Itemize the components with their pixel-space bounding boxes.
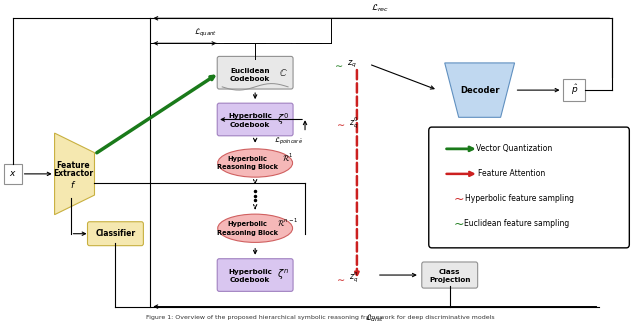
Text: $\mathcal{L}_{quant}$: $\mathcal{L}_{quant}$: [194, 27, 217, 39]
Text: $\zeta^n$: $\zeta^n$: [277, 268, 289, 282]
Bar: [563, 79, 586, 101]
Text: Codebook: Codebook: [230, 76, 270, 82]
Text: Decoder: Decoder: [460, 86, 499, 95]
Ellipse shape: [218, 214, 292, 243]
Text: $\mathcal{L}_{rec}$: $\mathcal{L}_{rec}$: [371, 3, 389, 14]
Text: Projection: Projection: [429, 277, 470, 284]
Text: $z_q^n$: $z_q^n$: [349, 271, 358, 285]
Text: $\mathcal{L}_{poincar\acute{e}}$: $\mathcal{L}_{poincar\acute{e}}$: [274, 136, 303, 147]
Text: Feature Attention: Feature Attention: [478, 170, 545, 178]
Text: ~: ~: [454, 217, 464, 230]
Polygon shape: [54, 133, 95, 215]
Text: Reasoning Block: Reasoning Block: [217, 230, 278, 236]
Text: Reasoning Block: Reasoning Block: [217, 164, 278, 170]
Text: Hyperbolic: Hyperbolic: [228, 113, 272, 119]
Text: Classifier: Classifier: [95, 229, 136, 238]
Text: Euclidean feature sampling: Euclidean feature sampling: [464, 219, 569, 229]
Text: Hyperbolic: Hyperbolic: [227, 221, 267, 227]
Text: $\mathbb{C}$: $\mathbb{C}$: [278, 67, 287, 78]
Text: $\sim$: $\sim$: [335, 273, 346, 283]
Text: Hyperbolic feature sampling: Hyperbolic feature sampling: [465, 194, 574, 203]
Text: $\mathcal{R}^1$: $\mathcal{R}^1$: [282, 151, 293, 164]
Text: Vector Quantization: Vector Quantization: [476, 144, 553, 153]
Text: Extractor: Extractor: [54, 170, 93, 178]
Text: Feature: Feature: [57, 161, 90, 170]
Text: $\mathcal{R}^{n-1}$: $\mathcal{R}^{n-1}$: [277, 217, 298, 229]
Text: $z_q^0$: $z_q^0$: [349, 115, 358, 130]
FancyBboxPatch shape: [88, 222, 143, 246]
FancyBboxPatch shape: [217, 259, 293, 291]
Ellipse shape: [218, 149, 292, 177]
Text: $\hat{p}$: $\hat{p}$: [571, 83, 578, 97]
Text: Figure 1: Overview of the proposed hierarchical symbolic reasoning framework for: Figure 1: Overview of the proposed hiera…: [146, 315, 494, 320]
FancyBboxPatch shape: [217, 56, 293, 89]
Text: $\sim$: $\sim$: [333, 59, 344, 69]
Text: Class: Class: [439, 269, 460, 275]
FancyBboxPatch shape: [217, 103, 293, 136]
Text: $\zeta^0$: $\zeta^0$: [277, 111, 289, 127]
Text: ~: ~: [454, 192, 464, 205]
Text: $f$: $f$: [70, 179, 77, 190]
Bar: [4, 164, 22, 184]
Text: Codebook: Codebook: [230, 277, 270, 284]
Text: Euclidean: Euclidean: [230, 67, 270, 74]
Text: $z_q$: $z_q$: [347, 58, 357, 69]
Text: Hyperbolic: Hyperbolic: [228, 269, 272, 275]
Polygon shape: [445, 63, 515, 117]
Text: $\mathcal{L}_{dist}$: $\mathcal{L}_{dist}$: [365, 312, 384, 323]
Text: Codebook: Codebook: [230, 122, 270, 128]
FancyBboxPatch shape: [422, 262, 477, 288]
Text: Hyperbolic: Hyperbolic: [227, 156, 267, 162]
Text: $\sim$: $\sim$: [335, 118, 346, 128]
Text: $x$: $x$: [9, 170, 17, 178]
FancyBboxPatch shape: [429, 127, 629, 248]
